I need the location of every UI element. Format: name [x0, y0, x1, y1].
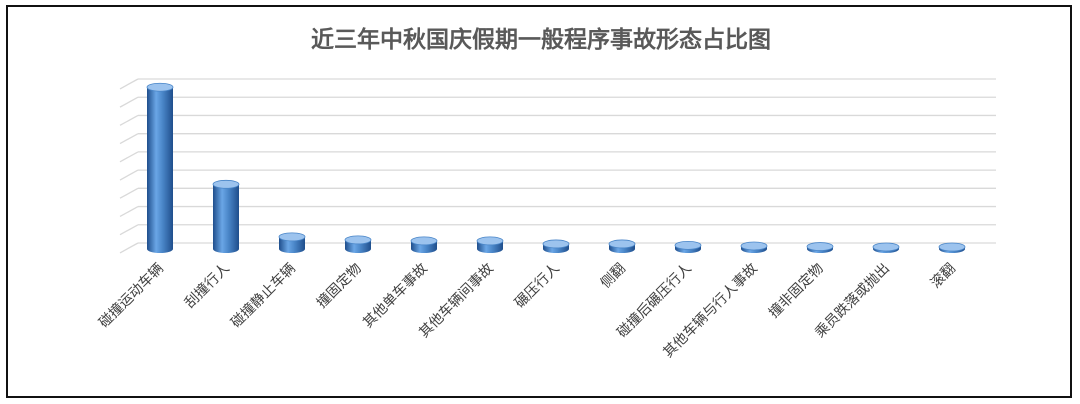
category-label: 其他单车事故 — [359, 260, 430, 331]
category-label: 碰撞运动车辆 — [95, 260, 166, 331]
gridlines — [119, 78, 996, 254]
bar-top — [938, 242, 966, 252]
bar-top — [410, 236, 438, 246]
category-label: 撞固定物 — [314, 261, 365, 312]
bar — [147, 87, 173, 253]
bar — [279, 236, 305, 253]
category-label: 滚翻 — [927, 260, 959, 292]
bar-top — [608, 239, 636, 249]
gridline-side — [119, 224, 139, 236]
gridline-side — [119, 114, 139, 126]
category-label: 侧翻 — [598, 261, 629, 292]
bar-top — [806, 242, 834, 251]
gridline-side — [119, 78, 139, 90]
gridline-side — [119, 205, 139, 218]
gridline-side — [119, 187, 139, 199]
gridline-side — [119, 133, 139, 145]
category-label: 碰撞静止车辆 — [227, 260, 298, 331]
category-label: 刮撞行人 — [182, 261, 233, 312]
gridline-side — [119, 96, 139, 108]
bar — [213, 184, 239, 253]
chart-container[interactable]: 近三年中秋国庆假期一般程序事故形态占比图 碰撞运动车辆 刮撞行人 碰撞静止车辆 撞固定… — [6, 5, 1072, 398]
bar-top — [476, 236, 504, 246]
bar-top — [278, 232, 306, 242]
bar-top — [344, 235, 372, 245]
bar-top — [740, 241, 768, 251]
bar-top — [146, 82, 174, 92]
gridline-side — [119, 151, 139, 163]
bar-top — [674, 240, 702, 250]
gridline-side — [119, 169, 139, 181]
gridline-side — [119, 242, 139, 254]
chart-title: 近三年中秋国庆假期一般程序事故形态占比图 — [311, 26, 771, 53]
bar-top — [212, 179, 240, 189]
category-label: 碾压行人 — [512, 261, 563, 312]
bars — [146, 82, 966, 253]
bar-top — [542, 239, 570, 249]
category-label: 撞非固定物 — [766, 261, 827, 322]
bar-top — [872, 242, 900, 252]
